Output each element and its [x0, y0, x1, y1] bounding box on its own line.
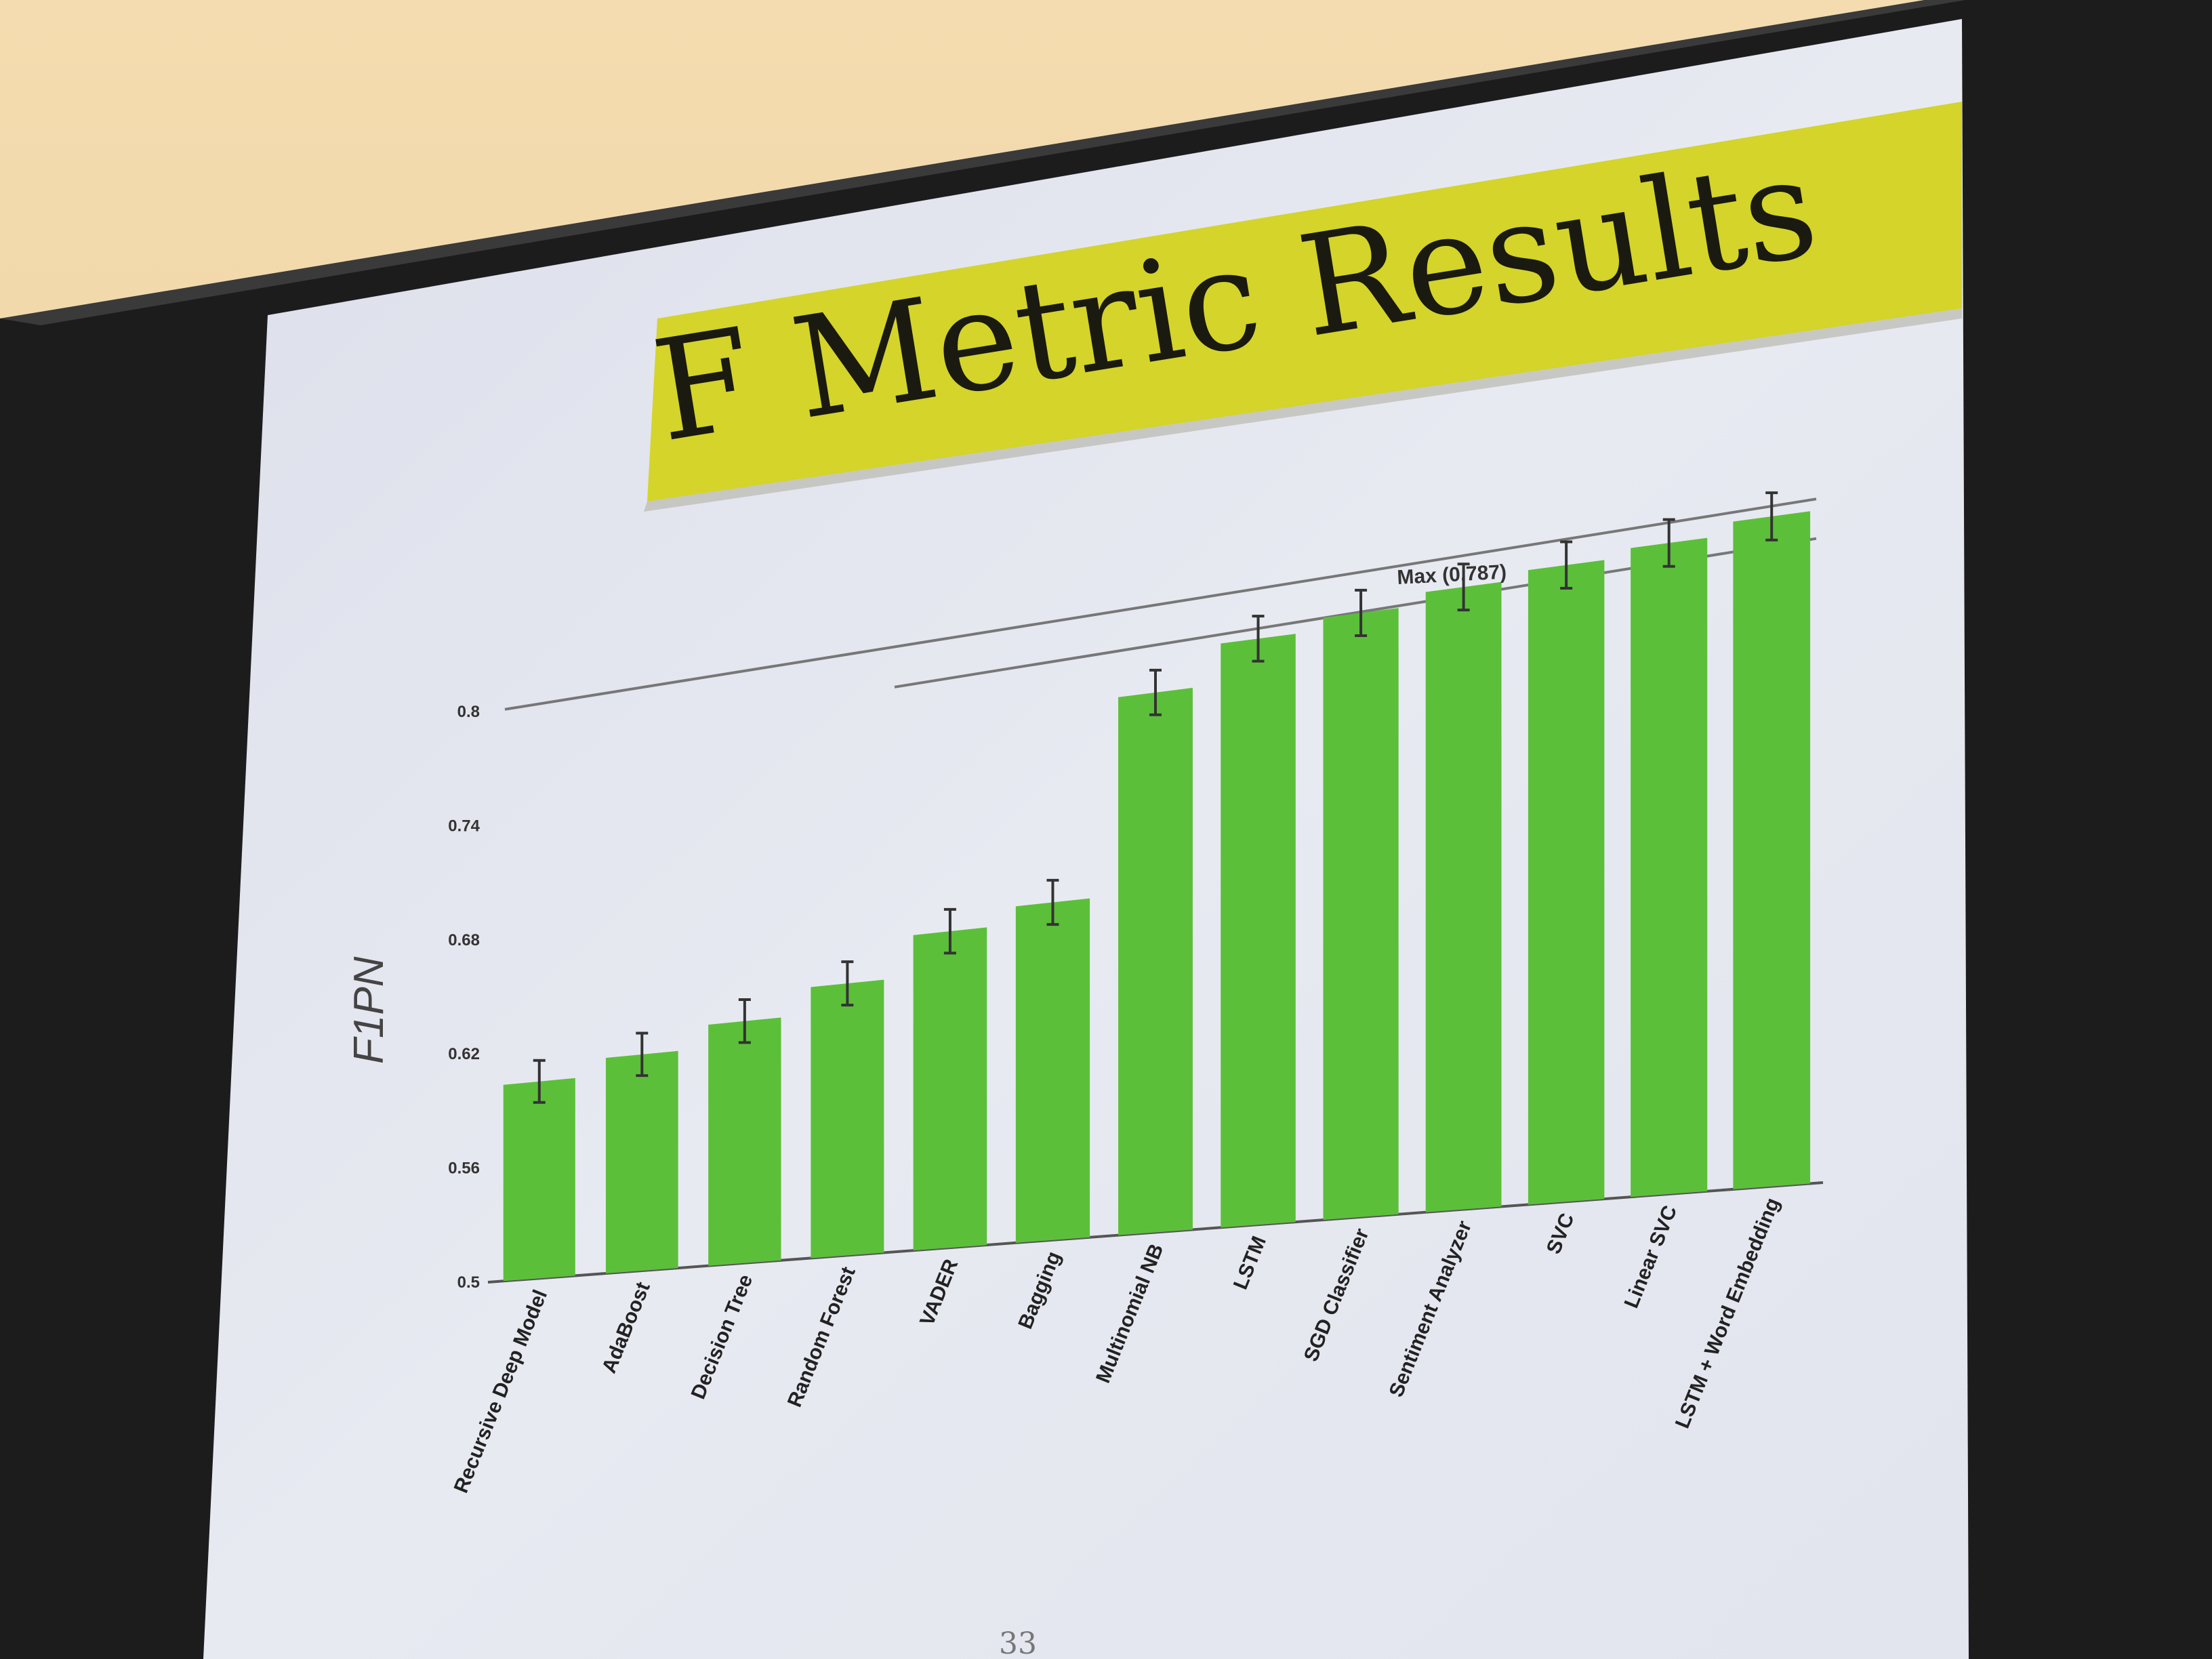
error-bar	[1765, 491, 1778, 541]
error-bar	[738, 998, 751, 1044]
bar	[811, 979, 884, 1258]
bar	[913, 927, 987, 1251]
bar	[1528, 560, 1605, 1205]
y-tick-label: 0.8	[457, 703, 480, 721]
y-tick-label: 0.62	[448, 1045, 480, 1063]
bar	[1733, 511, 1811, 1189]
error-bar	[1560, 540, 1573, 590]
bar	[1323, 608, 1399, 1221]
error-bar	[841, 960, 854, 1007]
error-bar	[1662, 518, 1675, 568]
error-bars-group	[533, 491, 1778, 1104]
y-tick-label: 0.56	[448, 1160, 480, 1178]
bar	[605, 1050, 678, 1274]
error-bar	[533, 1059, 546, 1104]
y-tick-label: 0.74	[448, 817, 480, 835]
slide-page-number: 33	[999, 1626, 1037, 1659]
bar	[1425, 581, 1502, 1212]
y-tick-labels: 0.5 0.56 0.62 0.68 0.74 0.8	[448, 703, 480, 1292]
bar	[1118, 687, 1193, 1235]
bar	[708, 1017, 781, 1266]
bar	[503, 1078, 575, 1282]
y-axis-label: F1PN	[346, 956, 392, 1064]
reference-line	[504, 497, 1817, 711]
y-tick-label: 0.5	[457, 1273, 480, 1292]
y-tick-label: 0.68	[448, 931, 480, 949]
error-bar	[1457, 562, 1470, 612]
bar	[1015, 898, 1090, 1243]
error-bar	[1355, 588, 1368, 638]
error-bar	[1252, 615, 1265, 663]
title-band	[647, 102, 1962, 501]
bar	[1221, 634, 1296, 1228]
error-bar	[943, 907, 956, 955]
error-bar	[1046, 878, 1059, 926]
bar	[1631, 537, 1708, 1197]
bars-group	[503, 511, 1811, 1282]
error-bar	[1149, 668, 1162, 716]
error-bar	[636, 1031, 649, 1078]
